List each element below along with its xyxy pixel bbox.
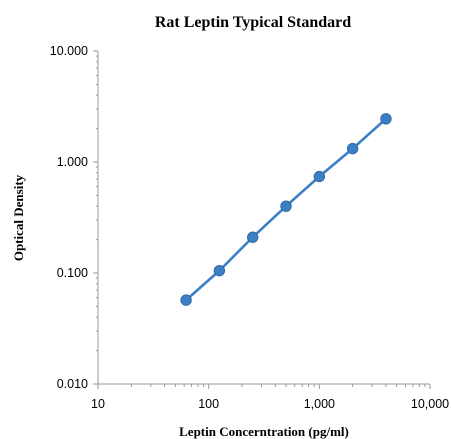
data-point	[380, 113, 392, 125]
x-tick-label: 10,000	[411, 397, 449, 411]
data-point	[313, 170, 326, 183]
y-tick-label: 1.000	[57, 155, 88, 169]
chart-title: Rat Leptin Typical Standard	[155, 14, 351, 31]
y-tick-label: 0.100	[57, 266, 88, 280]
y-axis-label: Optical Density	[11, 174, 26, 261]
data-point	[247, 231, 259, 243]
x-tick-label: 10	[91, 397, 105, 411]
x-tick-label: 1,000	[304, 397, 335, 411]
data-point	[280, 200, 292, 212]
y-tick-label: 0.010	[57, 377, 88, 391]
x-axis-ticks: 10 100 1,000 10,000	[91, 384, 449, 411]
x-tick-label: 100	[198, 397, 219, 411]
data-point	[346, 142, 359, 155]
data-point	[213, 264, 226, 277]
y-axis-ticks: 0.010 0.100 1.000 10.000	[50, 44, 98, 391]
data-point	[180, 294, 192, 306]
y-tick-label: 10.000	[50, 44, 88, 58]
plot-area	[180, 113, 392, 306]
x-axis-label: Leptin Concerntration (pg/ml)	[179, 424, 349, 439]
